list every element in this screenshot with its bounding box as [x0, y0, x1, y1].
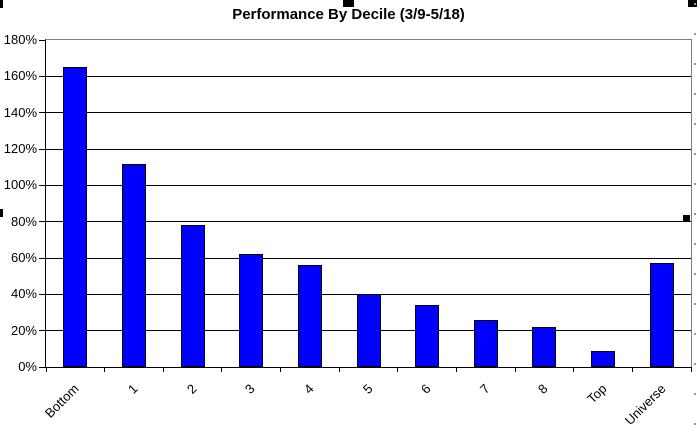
bar-3[interactable]	[239, 254, 264, 367]
gridline	[46, 148, 691, 150]
x-axis-tick	[45, 367, 47, 372]
bar-4[interactable]	[297, 265, 322, 367]
y-axis-label: 120%	[3, 141, 37, 156]
gridline	[46, 184, 691, 186]
y-axis-label: 80%	[10, 213, 37, 229]
x-axis-label: 7	[476, 381, 493, 397]
bar-5[interactable]	[356, 294, 381, 367]
x-axis-label: 2	[183, 381, 200, 397]
y-axis-tick	[39, 366, 46, 368]
y-axis-tick	[39, 148, 46, 150]
y-axis-label: 20%	[10, 322, 37, 338]
selection-handle-middle-right[interactable]	[683, 215, 690, 222]
bar-1[interactable]	[121, 164, 146, 367]
x-axis-label: 6	[418, 381, 434, 397]
selection-handle-top-left[interactable]	[0, 0, 3, 8]
y-axis-label: 40%	[10, 286, 37, 302]
x-axis-label: Bottom	[42, 381, 82, 421]
y-axis-tick	[39, 257, 46, 259]
y-axis-tick	[39, 184, 46, 186]
x-axis-tick	[221, 367, 223, 372]
bar-6[interactable]	[415, 305, 440, 367]
gridline	[46, 75, 691, 77]
x-axis-tick	[631, 367, 633, 372]
plot-area: 0% 20% 40% 60% 80% 100% 120% 140% 160% 180% Bottom…	[4, 32, 692, 428]
y-axis-tick	[39, 39, 46, 41]
x-axis-tick	[280, 367, 282, 372]
bar-universe[interactable]	[649, 263, 674, 367]
y-axis-label: 180%	[3, 32, 37, 47]
x-axis-tick	[573, 367, 575, 372]
x-axis-label: Top	[584, 381, 610, 407]
x-axis-label: 8	[535, 381, 552, 397]
x-axis-tick	[338, 367, 340, 372]
x-axis-label: 5	[359, 381, 376, 397]
selection-handle-top-center[interactable]	[343, 0, 354, 7]
y-axis-label: 160%	[3, 68, 37, 84]
x-axis-tick	[455, 367, 457, 372]
bar-7[interactable]	[473, 320, 498, 367]
gridline	[46, 257, 691, 259]
bar-bottom[interactable]	[63, 67, 88, 367]
y-axis-tick	[39, 221, 46, 223]
x-axis-label: 1	[124, 381, 141, 397]
y-axis-tick	[39, 75, 46, 77]
y-axis-label: 0%	[18, 359, 37, 374]
chart-title: Performance By Decile (3/9-5/18)	[232, 6, 465, 23]
y-axis-label: 140%	[3, 104, 37, 120]
y-axis-label: 100%	[3, 177, 37, 193]
x-axis-label: Universe	[621, 381, 669, 428]
x-axis-tick	[514, 367, 516, 372]
gridline	[46, 112, 691, 114]
y-axis-tick	[39, 330, 46, 332]
selection-border-dotted	[694, 3, 696, 431]
y-axis-tick	[39, 112, 46, 114]
x-axis-tick	[104, 367, 106, 372]
x-axis-label: 3	[242, 381, 258, 397]
bar-2[interactable]	[180, 225, 205, 367]
bar-top[interactable]	[591, 351, 616, 367]
x-axis-tick	[162, 367, 164, 372]
y-axis-tick	[39, 293, 46, 295]
y-axis-label: 60%	[10, 250, 37, 265]
selection-handle-top-right[interactable]	[688, 0, 697, 7]
gridline	[46, 221, 691, 223]
bar-8[interactable]	[532, 327, 557, 367]
x-axis-tick	[690, 367, 692, 372]
x-axis-tick	[397, 367, 399, 372]
selection-handle-middle-left[interactable]	[0, 209, 3, 217]
x-axis-label: 4	[300, 381, 317, 397]
